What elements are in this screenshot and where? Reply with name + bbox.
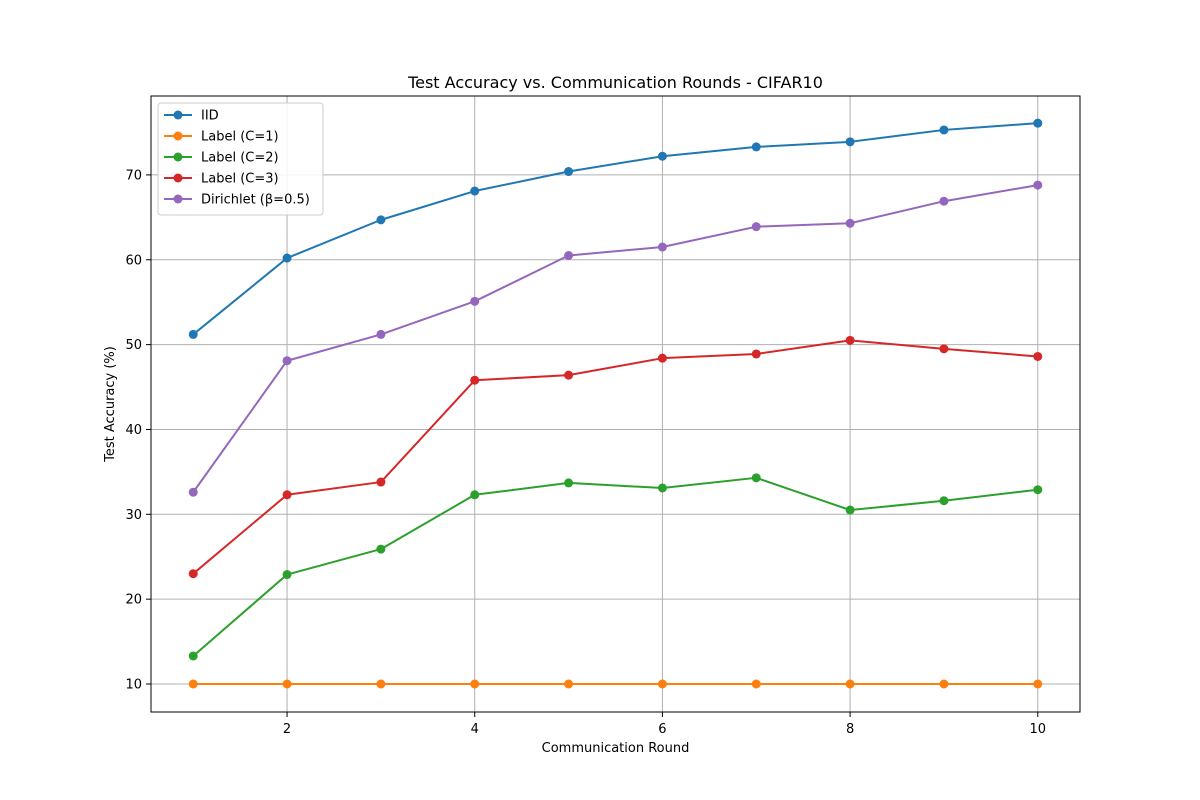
data-point [939, 344, 949, 354]
legend-item: Label (C=2) [164, 151, 279, 166]
legend-marker [173, 152, 183, 162]
legend-marker [173, 173, 183, 183]
y-tick-label: 30 [125, 508, 142, 523]
legend-label: Dirichlet (β=0.5) [201, 193, 310, 208]
legend-item: Dirichlet (β=0.5) [164, 193, 310, 208]
data-point [845, 335, 855, 345]
ticks-layer: 2 4 6 8 10 10 20 30 40 50 60 70 [125, 168, 1046, 737]
legend-item: Label (C=3) [164, 172, 279, 187]
x-axis-label: Communication Round [542, 741, 690, 756]
series-line [192, 184, 1038, 493]
y-tick-label: 50 [125, 338, 142, 353]
data-point [470, 375, 480, 385]
x-tick-label: 4 [471, 722, 479, 737]
data-point [939, 196, 949, 206]
legend-label: IID [201, 109, 219, 124]
data-point [188, 329, 198, 339]
data-point [564, 251, 574, 261]
legend-marker [173, 131, 183, 141]
series-2 [188, 473, 1043, 661]
data-point [564, 679, 574, 689]
data-point [939, 125, 949, 135]
data-point [282, 490, 292, 500]
x-tick-label: 8 [846, 722, 854, 737]
data-point [751, 679, 761, 689]
y-tick-label: 40 [125, 423, 142, 438]
y-tick-label: 60 [125, 253, 142, 268]
series-line [192, 122, 1038, 336]
data-point [282, 253, 292, 263]
data-point [1033, 118, 1043, 128]
data-point [564, 370, 574, 380]
data-point [470, 296, 480, 306]
x-tick-label: 6 [658, 722, 666, 737]
y-axis-label: Test Accuracy (%) [103, 346, 118, 463]
data-point [188, 569, 198, 579]
legend-marker [173, 110, 183, 120]
data-point [657, 353, 667, 363]
data-point [657, 679, 667, 689]
data-point [751, 473, 761, 483]
plot-frame [150, 95, 1081, 713]
data-point [1033, 351, 1043, 361]
data-point [1033, 180, 1043, 190]
data-point [657, 242, 667, 252]
chart-title: Test Accuracy vs. Communication Rounds -… [407, 73, 823, 92]
legend-item: Label (C=1) [164, 130, 279, 145]
legend-item: IID [164, 109, 219, 124]
data-point [188, 679, 198, 689]
data-point [564, 167, 574, 177]
legend-marker [173, 194, 183, 204]
data-point [282, 356, 292, 366]
data-point [376, 477, 386, 487]
data-point [470, 490, 480, 500]
series-0 [188, 118, 1043, 339]
series-1 [188, 679, 1043, 689]
series-layer [188, 118, 1043, 689]
data-point [751, 349, 761, 359]
y-tick-label: 10 [125, 678, 142, 693]
series-4 [188, 180, 1043, 497]
data-point [845, 137, 855, 147]
series-3 [188, 335, 1043, 579]
data-point [188, 487, 198, 497]
data-point [845, 218, 855, 228]
legend-box [157, 102, 324, 216]
data-point [376, 215, 386, 225]
data-point [845, 505, 855, 515]
legend-label: Label (C=3) [201, 172, 279, 187]
data-point [939, 679, 949, 689]
data-point [939, 496, 949, 506]
legend: IID Label (C=1) Label (C=2) Label (C=3) Diri… [157, 102, 324, 216]
data-point [564, 478, 574, 488]
data-point [376, 329, 386, 339]
data-point [470, 186, 480, 196]
x-tick-label: 2 [283, 722, 291, 737]
data-point [751, 222, 761, 232]
x-tick-label: 10 [1029, 722, 1046, 737]
y-tick-label: 20 [125, 593, 142, 608]
data-point [470, 679, 480, 689]
legend-label: Label (C=1) [201, 130, 279, 145]
data-point [282, 679, 292, 689]
data-point [376, 544, 386, 554]
series-line [192, 339, 1038, 575]
data-point [657, 483, 667, 493]
data-point [1033, 485, 1043, 495]
data-point [751, 142, 761, 152]
data-point [376, 679, 386, 689]
data-point [1033, 679, 1043, 689]
data-point [845, 679, 855, 689]
data-point [188, 651, 198, 661]
legend-label: Label (C=2) [201, 151, 279, 166]
y-tick-label: 70 [125, 168, 142, 183]
series-line [192, 476, 1038, 657]
data-point [282, 570, 292, 580]
data-point [657, 151, 667, 161]
